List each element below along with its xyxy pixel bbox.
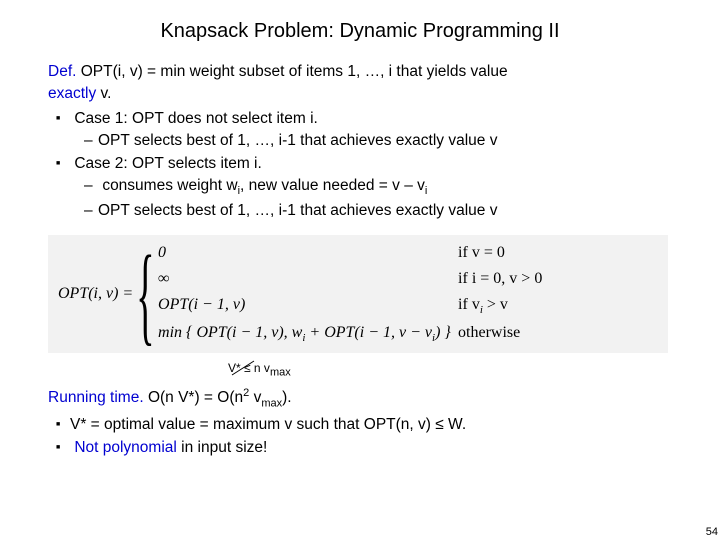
case1-head: Case 1: OPT does not select item i.	[74, 110, 318, 127]
brace-icon: {	[135, 250, 156, 338]
formula-lhs: OPT(i, v) =	[48, 285, 133, 303]
case-2: Case 2: OPT selects item i. consumes wei…	[70, 153, 672, 223]
case2-sub2: OPT selects best of 1, …, i-1 that achie…	[98, 200, 672, 222]
case-row-2: OPT(i − 1, v) if vi > v	[158, 296, 542, 316]
page-number: 54	[706, 526, 718, 538]
definition-block: Def. OPT(i, v) = min weight subset of it…	[48, 61, 672, 223]
running-time-block: Running time. O(n V*) = O(n2 vmax). V* =…	[48, 386, 672, 459]
case-row-3: min { OPT(i − 1, v), wi + OPT(i − 1, v −…	[158, 324, 542, 344]
recurrence-formula: OPT(i, v) = { 0 if v = 0 ∞ if i = 0, v >…	[48, 235, 668, 353]
vstar-note: V* ≤ n vmax	[228, 361, 672, 378]
case-row-0: 0 if v = 0	[158, 244, 542, 262]
slide-title: Knapsack Problem: Dynamic Programming II	[48, 20, 672, 43]
case1-sub1: OPT selects best of 1, …, i-1 that achie…	[98, 130, 672, 152]
def-text-1: OPT(i, v) = min weight subset of items 1…	[76, 63, 507, 80]
rt-sub2: Not polynomial in input size!	[70, 437, 672, 459]
running-time-label: Running time.	[48, 389, 144, 406]
case2-sub1: consumes weight wi, new value needed = v…	[98, 175, 672, 200]
callout-line-icon	[226, 359, 266, 377]
case-row-1: ∞ if i = 0, v > 0	[158, 270, 542, 288]
def-text-2: v.	[96, 85, 111, 102]
case-1: Case 1: OPT does not select item i. OPT …	[70, 108, 672, 153]
case-list: Case 1: OPT does not select item i. OPT …	[48, 108, 672, 223]
exactly-word: exactly	[48, 85, 96, 102]
rt-sub1: V* = optimal value = maximum v such that…	[70, 414, 672, 436]
def-label: Def.	[48, 63, 76, 80]
case2-head: Case 2: OPT selects item i.	[74, 155, 262, 172]
